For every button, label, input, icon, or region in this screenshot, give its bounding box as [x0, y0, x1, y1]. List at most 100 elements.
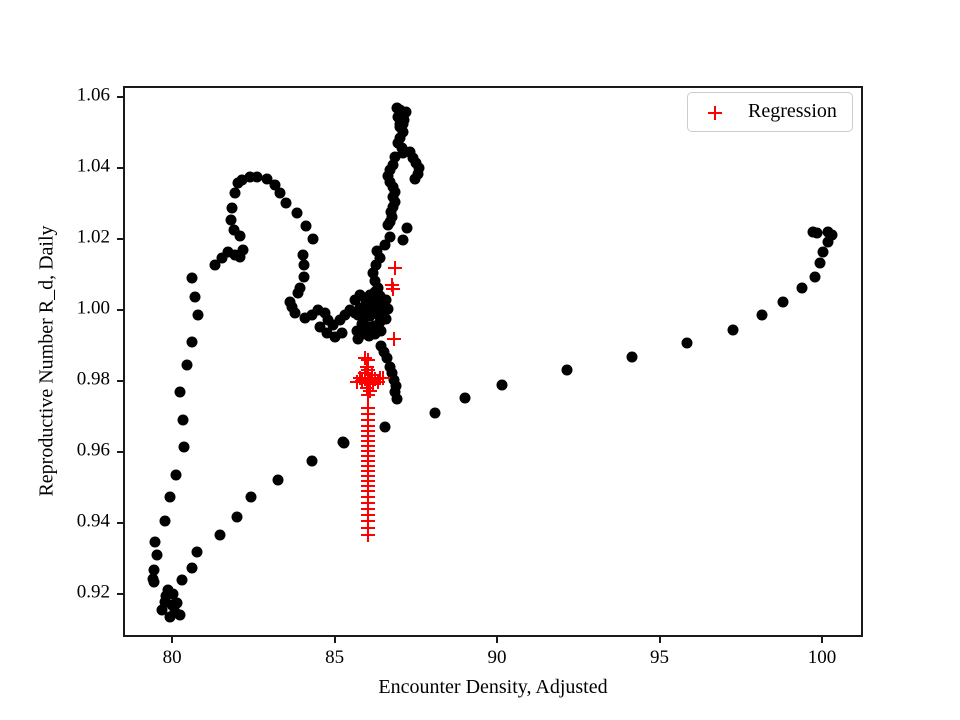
trajectory-point: [280, 197, 292, 209]
y-tick-mark: [117, 238, 123, 241]
trajectory-point: [397, 126, 409, 138]
trajectory-point: [186, 272, 198, 284]
trajectory-point: [429, 407, 441, 419]
trajectory-point: [336, 327, 348, 339]
trajectory-point: [339, 309, 351, 321]
trajectory-point: [314, 321, 326, 333]
trajectory-point: [381, 352, 393, 364]
trajectory-point: [372, 282, 384, 294]
trajectory-point: [334, 314, 346, 326]
trajectory-point: [229, 187, 241, 199]
trajectory-point: [251, 171, 263, 183]
trajectory-point: [362, 321, 374, 333]
trajectory-point: [237, 244, 249, 256]
trajectory-point: [159, 515, 171, 527]
trajectory-point: [178, 441, 190, 453]
trajectory-point: [272, 474, 284, 486]
trajectory-point: [379, 421, 391, 433]
x-tick-label: 95: [650, 647, 670, 668]
regression-point: [358, 350, 373, 365]
trajectory-point: [374, 252, 386, 264]
trajectory-point: [809, 271, 821, 283]
trajectory-point: [245, 491, 257, 503]
regression-point: [361, 387, 376, 402]
trajectory-point: [409, 173, 421, 185]
trajectory-point: [349, 294, 361, 306]
trajectory-point: [244, 171, 256, 183]
regression-point: [371, 375, 386, 390]
trajectory-point: [384, 231, 396, 243]
trajectory-point: [380, 294, 392, 306]
trajectory-point: [167, 588, 179, 600]
x-tick-label: 90: [487, 647, 507, 668]
trajectory-point: [181, 359, 193, 371]
trajectory-point: [192, 309, 204, 321]
regression-point: [361, 528, 376, 543]
regression-point: [358, 371, 373, 386]
trajectory-point: [389, 151, 401, 163]
trajectory-point: [401, 222, 413, 234]
trajectory-point: [186, 336, 198, 348]
trajectory-point: [404, 146, 416, 158]
y-tick-mark: [117, 593, 123, 596]
trajectory-point: [357, 328, 369, 340]
trajectory-point: [164, 611, 176, 623]
trajectory-point: [286, 301, 298, 313]
trajectory-point: [149, 536, 161, 548]
trajectory-point: [306, 309, 318, 321]
trajectory-point: [380, 313, 392, 325]
trajectory-point: [390, 380, 402, 392]
trajectory-point: [164, 491, 176, 503]
trajectory-point: [352, 333, 364, 345]
trajectory-point: [151, 549, 163, 561]
trajectory-point: [626, 351, 638, 363]
trajectory-point: [496, 379, 508, 391]
trajectory-point: [369, 301, 381, 313]
y-tick-label: 1.00: [76, 297, 110, 319]
legend: Regression: [687, 92, 853, 132]
regression-point: [387, 332, 402, 347]
trajectory-point: [174, 609, 186, 621]
trajectory-point: [226, 202, 238, 214]
trajectory-point: [358, 312, 370, 324]
trajectory-point: [338, 437, 350, 449]
trajectory-point: [171, 597, 183, 609]
trajectory-point: [300, 220, 312, 232]
trajectory-point: [176, 574, 188, 586]
regression-point: [364, 367, 379, 382]
x-tick-mark: [658, 637, 661, 643]
trajectory-point: [312, 304, 324, 316]
regression-point: [361, 521, 376, 535]
trajectory-point: [299, 312, 311, 324]
trajectory-point: [307, 233, 319, 245]
x-tick-label: 80: [162, 647, 182, 668]
regression-point: [361, 353, 376, 368]
trajectory-point: [222, 246, 234, 258]
trajectory-point: [459, 392, 471, 404]
y-tick-label: 0.96: [76, 439, 110, 461]
trajectory-point: [289, 307, 301, 319]
trajectory-point: [382, 303, 394, 315]
trajectory-point: [370, 259, 382, 271]
trajectory-point: [382, 170, 394, 182]
y-tick-label: 0.98: [76, 368, 110, 390]
trajectory-point: [394, 132, 406, 144]
trajectory-point: [386, 367, 398, 379]
trajectory-point: [327, 319, 339, 331]
trajectory-point: [400, 106, 412, 118]
x-tick-label: 100: [807, 647, 837, 668]
y-tick-label: 1.04: [76, 155, 110, 177]
trajectory-point: [384, 176, 396, 188]
trajectory-point: [214, 529, 226, 541]
trajectory-point: [177, 414, 189, 426]
trajectory-point: [367, 267, 379, 279]
trajectory-point: [387, 159, 399, 171]
trajectory-point: [191, 546, 203, 558]
y-tick-label: 1.06: [76, 84, 110, 106]
y-tick-mark: [117, 309, 123, 312]
trajectory-point: [796, 282, 808, 294]
trajectory-point: [148, 564, 160, 576]
regression-point: [362, 372, 377, 387]
trajectory-point: [364, 310, 376, 322]
